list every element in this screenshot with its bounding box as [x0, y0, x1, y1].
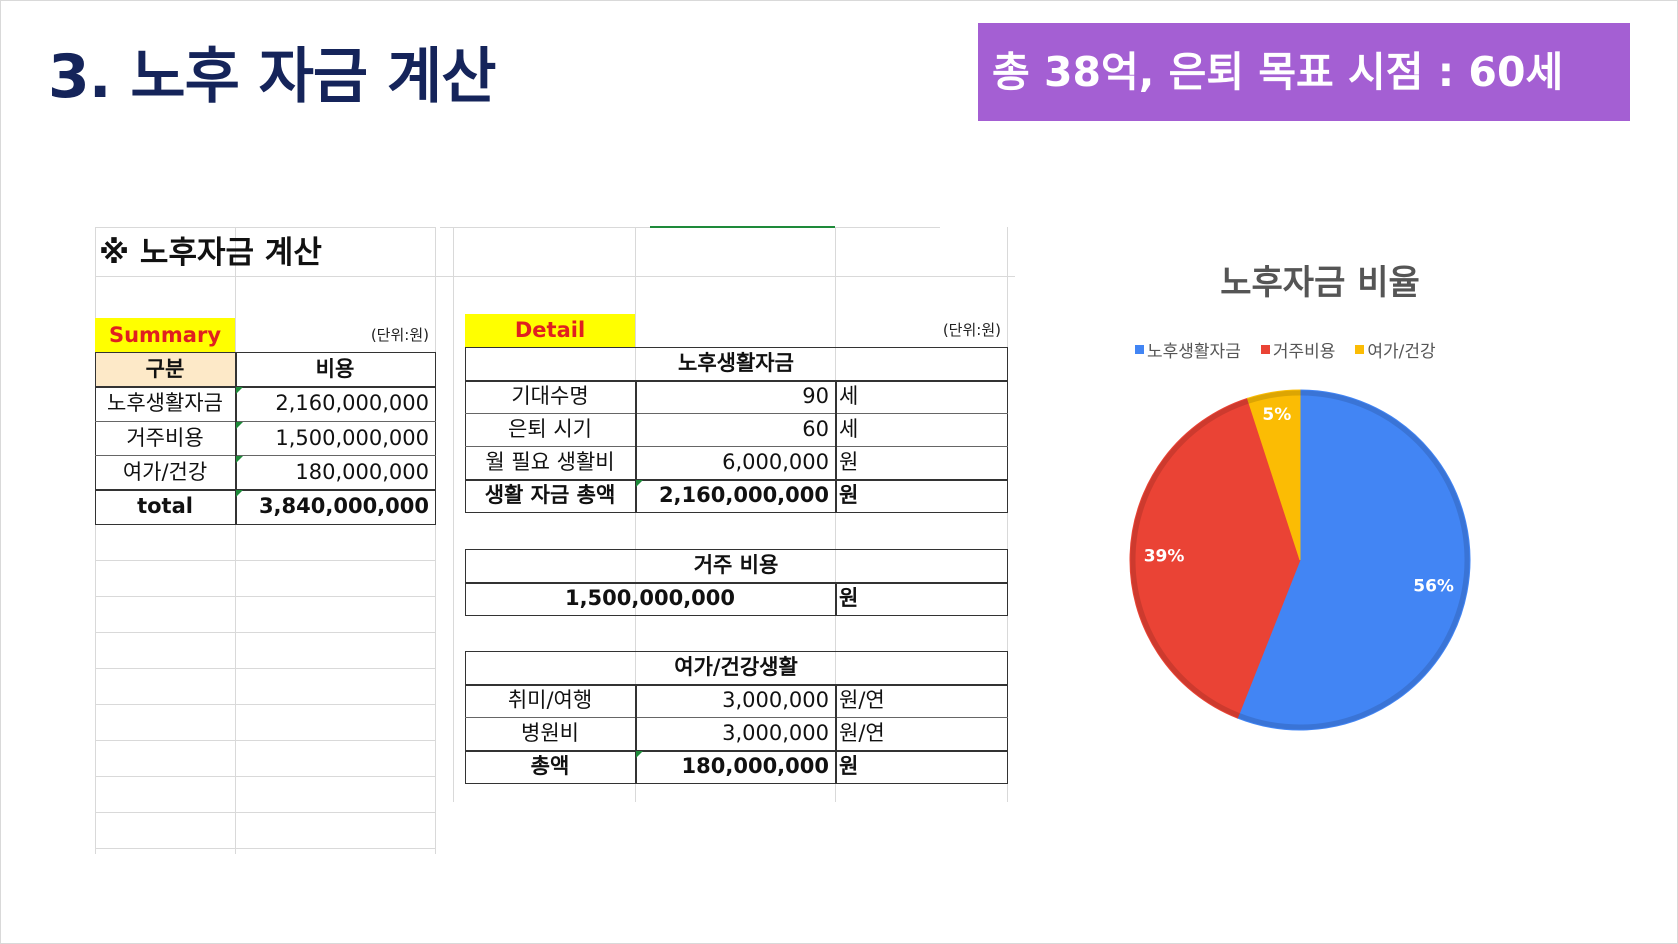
legend-item: 노후생활자금	[1135, 337, 1241, 362]
living-row-unit: 세	[839, 417, 859, 441]
legend-label: 거주비용	[1272, 342, 1336, 362]
living-row-name: 은퇴 시기	[508, 417, 592, 441]
living-row-value: 90	[802, 384, 829, 408]
living-row-unit: 원	[839, 450, 859, 474]
pie-svg: 56% 39% 5%	[1129, 389, 1471, 731]
chart-legend: 노후생활자금 거주비용 여가/건강	[1135, 337, 1436, 362]
slide-title: 3. 노후 자금 계산	[48, 42, 496, 112]
pie-data-label: 5%	[1262, 405, 1291, 425]
summary-table-border	[95, 352, 436, 525]
summary-row-value: 180,000,000	[295, 459, 429, 484]
sheet-title: ※ 노후자금 계산	[99, 234, 322, 271]
summary-total-label: total	[137, 494, 193, 518]
detail-label: Detail	[465, 314, 635, 347]
summary-row-name: 거주비용	[126, 425, 204, 450]
legend-swatch	[1260, 345, 1270, 354]
summary-unit: (단위:원)	[370, 325, 429, 344]
living-row-name: 기대수명	[511, 384, 589, 408]
chart-title: 노후자금 비율	[1220, 263, 1420, 303]
summary-total-value: 3,840,000,000	[258, 494, 429, 518]
spreadsheet-image: ※ 노후자금 계산 Summary (단위:원) 구분 비용 노후생활자금 2,…	[95, 226, 1015, 854]
housing-value: 1,500,000,000	[564, 586, 736, 610]
summary-row-name: 노후생활자금	[107, 391, 223, 415]
leisure-row-unit: 원/연	[839, 688, 885, 712]
leisure-row-value: 3,000,000	[722, 721, 829, 745]
pie-data-label: 56%	[1413, 576, 1454, 596]
leisure-total-label: 총액	[530, 754, 570, 778]
living-row-value: 60	[802, 417, 829, 441]
housing-header: 거주 비용	[693, 553, 779, 577]
summary-header-category: 구분	[95, 352, 235, 386]
legend-label: 노후생활자금	[1147, 342, 1241, 362]
living-row-unit: 세	[839, 384, 859, 408]
pie-slice	[1236, 389, 1471, 731]
living-row-name: 월 필요 생활비	[485, 450, 615, 474]
pie-slice	[1129, 397, 1301, 719]
pie-slice	[1246, 389, 1301, 561]
summary-row-name: 여가/건강	[122, 459, 208, 484]
living-total-unit: 원	[839, 483, 859, 507]
goal-banner: 총 38억, 은퇴 목표 시점 : 60세	[978, 23, 1630, 121]
pie-rim	[1130, 390, 1470, 730]
leisure-total-value: 180,000,000	[681, 754, 829, 778]
housing-unit: 원	[839, 586, 859, 610]
living-table-border	[465, 347, 1008, 513]
summary-row-value: 1,500,000,000	[275, 425, 429, 450]
pie-chart: 노후자금 비율 노후생활자금 거주비용 여가/건강 56% 39% 5%	[1100, 255, 1540, 755]
legend-item: 여가/건강	[1355, 337, 1436, 362]
living-header: 노후생활자금	[678, 351, 794, 375]
summary-label: Summary	[95, 318, 235, 352]
leisure-total-unit: 원	[839, 754, 859, 778]
legend-swatch	[1135, 345, 1144, 354]
leisure-header: 여가/건강생활	[674, 655, 798, 679]
leisure-row-name: 취미/여행	[507, 688, 593, 712]
living-total-value: 2,160,000,000	[658, 483, 829, 507]
legend-label: 여가/건강	[1367, 342, 1436, 362]
living-total-label: 생활 자금 총액	[484, 483, 616, 507]
leisure-row-unit: 원/연	[839, 721, 885, 745]
summary-header-cost: 비용	[315, 356, 355, 381]
legend-item: 거주비용	[1260, 337, 1336, 362]
detail-unit: (단위:원)	[942, 321, 1001, 339]
legend-swatch	[1355, 345, 1365, 354]
leisure-row-value: 3,000,000	[722, 688, 829, 712]
pie-data-label: 39%	[1144, 547, 1185, 567]
leisure-row-name: 병원비	[521, 721, 579, 745]
living-row-value: 6,000,000	[722, 450, 829, 474]
summary-row-value: 2,160,000,000	[275, 391, 429, 415]
